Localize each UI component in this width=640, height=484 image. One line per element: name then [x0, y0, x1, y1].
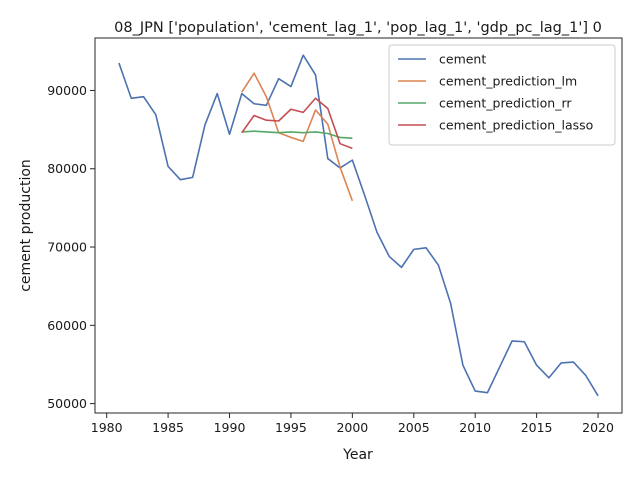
y-axis-ticks: 50000 60000 70000 80000 90000 [47, 83, 95, 411]
x-tick-label: 2005 [398, 420, 430, 435]
series-line-cement_prediction_rr [241, 130, 353, 140]
x-tick-label: 1980 [91, 420, 123, 435]
chart-title: 08_JPN ['population', 'cement_lag_1', 'p… [114, 20, 602, 36]
y-tick-label: 90000 [47, 83, 87, 98]
legend-label: cement_prediction_lasso [439, 118, 593, 133]
legend: cement cement_prediction_lm cement_predict… [388, 44, 616, 146]
x-tick-label: 2020 [582, 420, 614, 435]
x-tick-label: 1995 [275, 420, 307, 435]
x-tick-label: 2000 [336, 420, 368, 435]
x-tick-label: 1990 [214, 420, 246, 435]
legend-label: cement [439, 52, 486, 67]
x-tick-label: 2010 [459, 420, 491, 435]
y-tick-label: 60000 [47, 318, 87, 333]
series-line-cement [118, 54, 599, 397]
legend-label: cement_prediction_lm [439, 74, 577, 89]
series-lines [118, 54, 599, 397]
legend-label: cement_prediction_rr [439, 96, 572, 111]
x-axis-label: Year [342, 447, 373, 463]
series-line-cement_prediction_lasso [241, 97, 353, 150]
legend-box [388, 44, 616, 146]
series-line-cement_prediction_lm [241, 72, 354, 202]
y-axis-label: cement production [18, 159, 34, 292]
y-tick-label: 50000 [47, 396, 87, 411]
y-tick-label: 80000 [47, 161, 87, 176]
plot-frame [94, 37, 623, 414]
x-tick-label: 2015 [521, 420, 553, 435]
x-axis-ticks: 1980 1985 1990 1995 2000 2005 2010 2015 2020 [91, 413, 614, 435]
x-tick-label: 1985 [152, 420, 184, 435]
y-tick-label: 70000 [47, 240, 87, 255]
